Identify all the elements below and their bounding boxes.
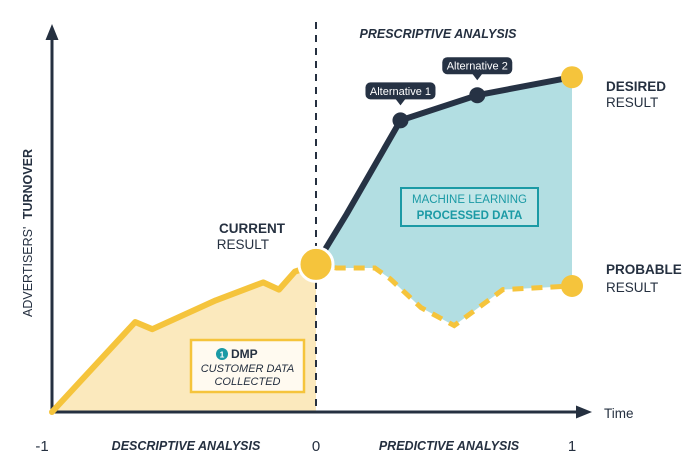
dmp-badge-icon [216,348,228,360]
current-label-bold: CURRENT [219,221,286,236]
alternative-2-tooltip: Alternative 2 [442,57,513,81]
prescriptive-section-label: PRESCRIPTIVE ANALYSIS [360,27,518,41]
ml-box-line2: PROCESSED DATA [417,210,523,222]
alternative-1-label: Alternative 1 [370,86,431,98]
current-point [297,245,335,283]
current-label-regular: RESULT [217,237,269,252]
x-axis-arrow-icon [576,405,592,419]
probable-label-regular: RESULT [606,280,658,295]
probable-dashed-line [315,261,573,329]
history-line [49,261,319,415]
dmp-title: DMP [231,347,258,361]
x-axis-title: Time [604,406,634,421]
alternative-2-point [469,87,486,104]
alternative-1-point [392,112,409,129]
dmp-box: 1 DMP CUSTOMER DATA COLLECTED [189,338,306,394]
x-tick-label: 1 [568,438,576,455]
desired-label-regular: RESULT [606,95,658,110]
alternative-2-label: Alternative 2 [447,61,508,73]
dmp-line2: COLLECTED [214,376,280,388]
x-tick-label: 0 [312,438,320,455]
predictive-section-label: PREDICTIVE ANALYSIS [379,439,520,453]
x-tick-label: -1 [35,438,48,455]
descriptive-section-label: DESCRIPTIVE ANALYSIS [112,439,261,453]
dmp-badge-number: 1 [220,350,225,360]
machine-learning-box: MACHINE LEARNING PROCESSED DATA [400,187,539,227]
ml-box-line1: MACHINE LEARNING [412,194,527,206]
probable-label-bold: PROBABLE [606,262,682,277]
y-axis-title: ADVERTISERS' TURNOVER [21,149,35,317]
desired-label-bold: DESIRED [606,79,666,94]
desired-point [561,66,583,89]
dmp-line1: CUSTOMER DATA [201,363,295,375]
y-axis-title-bold: TURNOVER [21,149,35,219]
probable-point [561,275,583,297]
y-axis-title-regular: ADVERTISERS' [21,227,35,317]
alternative-1-tooltip: Alternative 1 [365,82,436,106]
y-axis-arrow-icon [45,24,59,40]
